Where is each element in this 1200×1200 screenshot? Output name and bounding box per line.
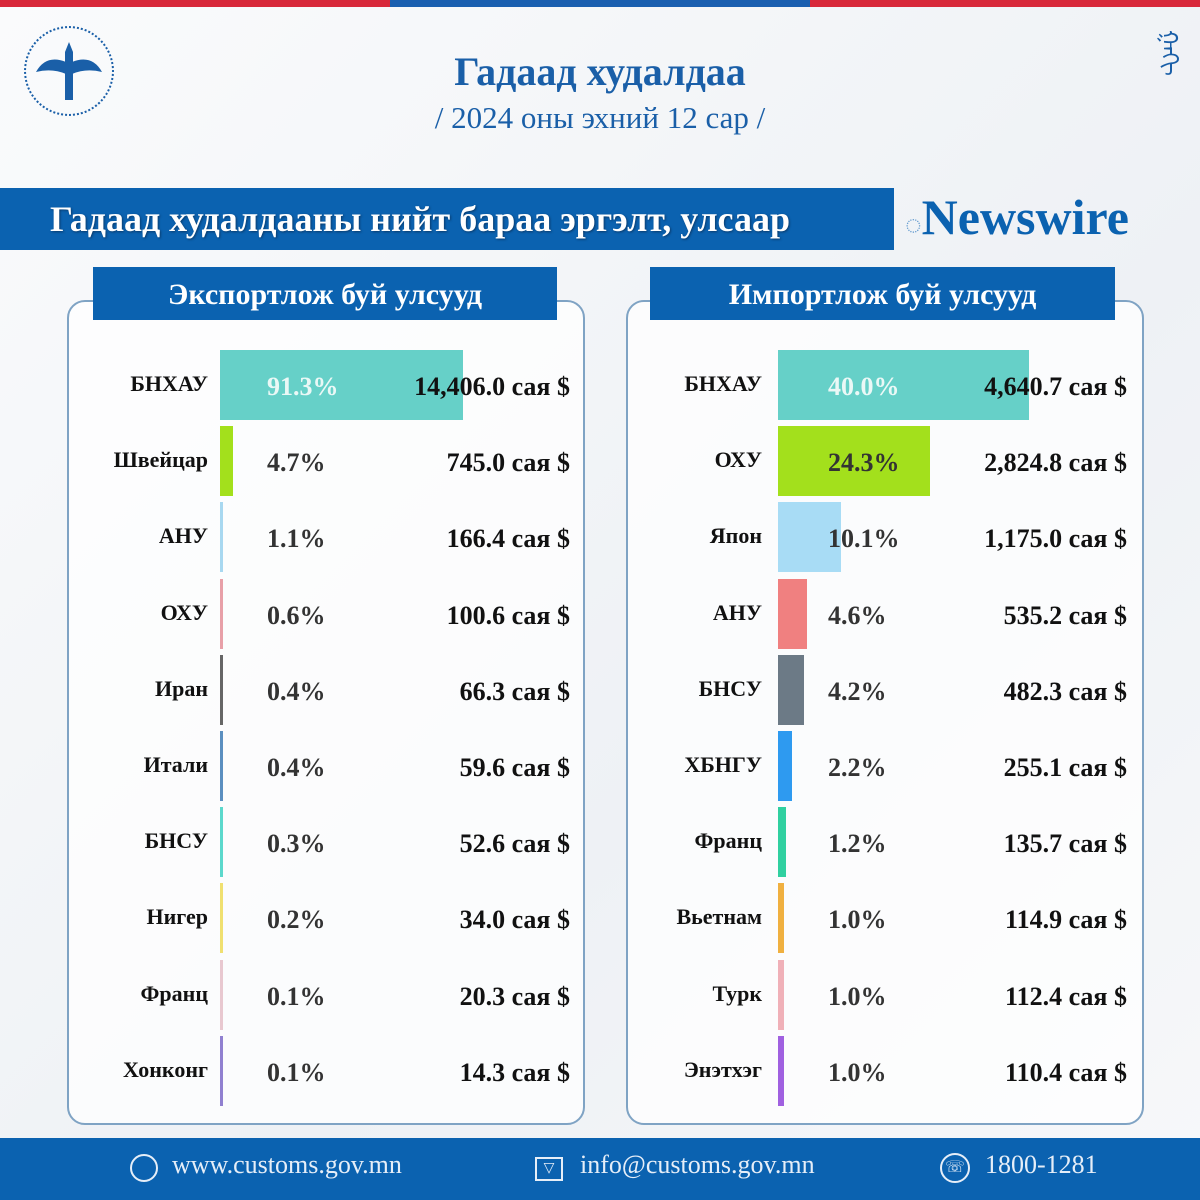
page-subtitle: / 2024 оны эхний 12 сар / bbox=[434, 100, 766, 135]
export-bar bbox=[220, 654, 223, 725]
export-value-label: 14,406.0 сая $ bbox=[414, 372, 570, 401]
import-country-label: Энэтхэг bbox=[683, 1056, 762, 1082]
import-bar bbox=[778, 654, 805, 725]
import-bar bbox=[778, 883, 785, 954]
export-country-label: Иран bbox=[154, 675, 208, 701]
import-value-label: 112.4 сая $ bbox=[1005, 981, 1127, 1011]
export-bar bbox=[220, 883, 223, 954]
export-bar bbox=[220, 502, 223, 573]
import-value-label: 535.2 сая $ bbox=[1003, 600, 1127, 630]
export-value-label: 166.4 сая $ bbox=[446, 524, 570, 554]
import-value-label: 482.3 сая $ bbox=[1003, 676, 1127, 706]
import-percent-label: 4.6% bbox=[828, 600, 887, 630]
website-link[interactable]: www.customs.gov.mn bbox=[172, 1150, 402, 1179]
page-title: Гадаад худалдаа bbox=[454, 49, 746, 94]
email-link[interactable]: info@customs.gov.mn bbox=[580, 1150, 815, 1179]
phone-number: 1800-1281 bbox=[985, 1150, 1098, 1179]
export-country-label: Нигер bbox=[146, 904, 209, 930]
customs-logo bbox=[24, 26, 114, 116]
import-bar bbox=[778, 502, 842, 573]
export-bar bbox=[220, 426, 233, 497]
import-percent-label: 2.2% bbox=[828, 753, 887, 782]
import-country-label: Вьетнам bbox=[676, 904, 762, 930]
phone-icon: ☏ bbox=[940, 1153, 970, 1183]
import-percent-label: 1.0% bbox=[828, 981, 887, 1011]
export-country-label: БНХАУ bbox=[130, 371, 208, 396]
export-value-label: 745.0 сая $ bbox=[446, 448, 570, 478]
globe-icon bbox=[130, 1154, 158, 1182]
export-bar bbox=[220, 731, 223, 801]
export-panel-title: Экспортлож буй улсууд bbox=[93, 267, 557, 320]
import-country-label: Франц bbox=[694, 828, 762, 854]
export-panel bbox=[67, 300, 585, 1125]
export-bar bbox=[220, 807, 223, 878]
export-percent-label: 0.1% bbox=[267, 1057, 326, 1087]
export-percent-label: 0.4% bbox=[267, 753, 326, 782]
export-percent-label: 1.1% bbox=[267, 524, 326, 554]
import-percent-label: 1.2% bbox=[828, 829, 887, 859]
top-stripe-red-right bbox=[810, 0, 1200, 7]
import-percent-label: 24.3% bbox=[828, 448, 900, 478]
mail-icon: ▽ bbox=[535, 1157, 563, 1181]
export-bar bbox=[220, 1035, 223, 1106]
export-country-label: АНУ bbox=[158, 523, 208, 549]
export-percent-label: 4.7% bbox=[267, 448, 326, 478]
import-bar bbox=[778, 350, 1029, 420]
export-percent-label: 0.6% bbox=[267, 600, 326, 630]
export-percent-label: 0.3% bbox=[267, 829, 326, 859]
newswire-watermark: ◌Newswire bbox=[905, 189, 1129, 245]
export-bar bbox=[220, 350, 463, 420]
export-bar bbox=[220, 578, 223, 649]
export-value-label: 20.3 сая $ bbox=[459, 981, 570, 1011]
footer bbox=[0, 1138, 1200, 1200]
import-country-label: ОХУ bbox=[714, 447, 762, 473]
export-value-label: 59.6 сая $ bbox=[459, 753, 570, 782]
mongolian-script-logo: ᠭᠠᠭᠢ bbox=[1157, 30, 1182, 76]
import-value-label: 4,640.7 сая $ bbox=[984, 372, 1127, 401]
import-country-label: Турк bbox=[712, 980, 763, 1006]
section-banner: Гадаад худалдааны нийт бараа эргэлт, улс… bbox=[0, 188, 894, 250]
import-value-label: 1,175.0 сая $ bbox=[984, 524, 1127, 554]
export-country-label: Швейцар bbox=[113, 447, 208, 473]
import-value-label: 2,824.8 сая $ bbox=[984, 448, 1127, 478]
export-value-label: 100.6 сая $ bbox=[446, 600, 570, 630]
import-value-label: 114.9 сая $ bbox=[1005, 905, 1127, 935]
export-country-label: Франц bbox=[140, 980, 208, 1006]
import-value-label: 110.4 сая $ bbox=[1005, 1057, 1127, 1087]
import-bar bbox=[778, 731, 792, 801]
import-percent-label: 1.0% bbox=[828, 905, 887, 935]
import-country-label: ХБНГУ bbox=[684, 752, 762, 777]
export-country-label: Итали bbox=[143, 752, 208, 777]
top-stripe-red-left bbox=[0, 0, 390, 7]
export-country-label: ОХУ bbox=[160, 599, 208, 625]
export-value-label: 14.3 сая $ bbox=[459, 1057, 570, 1087]
import-panel-title: Импортлож буй улсууд bbox=[650, 267, 1115, 320]
import-percent-label: 1.0% bbox=[828, 1057, 887, 1087]
import-country-label: Япон bbox=[709, 523, 762, 549]
export-value-label: 66.3 сая $ bbox=[459, 676, 570, 706]
import-country-label: АНУ bbox=[712, 599, 762, 625]
import-percent-label: 40.0% bbox=[828, 372, 900, 401]
import-bar bbox=[778, 959, 785, 1030]
import-percent-label: 10.1% bbox=[828, 524, 900, 554]
export-percent-label: 0.4% bbox=[267, 676, 326, 706]
export-percent-label: 0.2% bbox=[267, 905, 326, 935]
import-country-label: БНХАУ bbox=[684, 371, 762, 396]
import-bar bbox=[778, 1035, 785, 1106]
export-country-label: БНСУ bbox=[144, 828, 208, 854]
top-stripe-blue bbox=[390, 0, 810, 7]
export-percent-label: 91.3% bbox=[267, 372, 339, 401]
import-value-label: 255.1 сая $ bbox=[1003, 753, 1127, 782]
import-bar bbox=[778, 426, 931, 497]
export-value-label: 52.6 сая $ bbox=[459, 829, 570, 859]
export-country-label: Хонконг bbox=[123, 1056, 208, 1082]
import-bar bbox=[778, 578, 807, 649]
import-percent-label: 4.2% bbox=[828, 676, 887, 706]
export-value-label: 34.0 сая $ bbox=[459, 905, 570, 935]
export-bar bbox=[220, 959, 223, 1030]
import-value-label: 135.7 сая $ bbox=[1003, 829, 1127, 859]
import-bar bbox=[778, 807, 786, 878]
export-percent-label: 0.1% bbox=[267, 981, 326, 1011]
import-country-label: БНСУ bbox=[698, 675, 762, 701]
